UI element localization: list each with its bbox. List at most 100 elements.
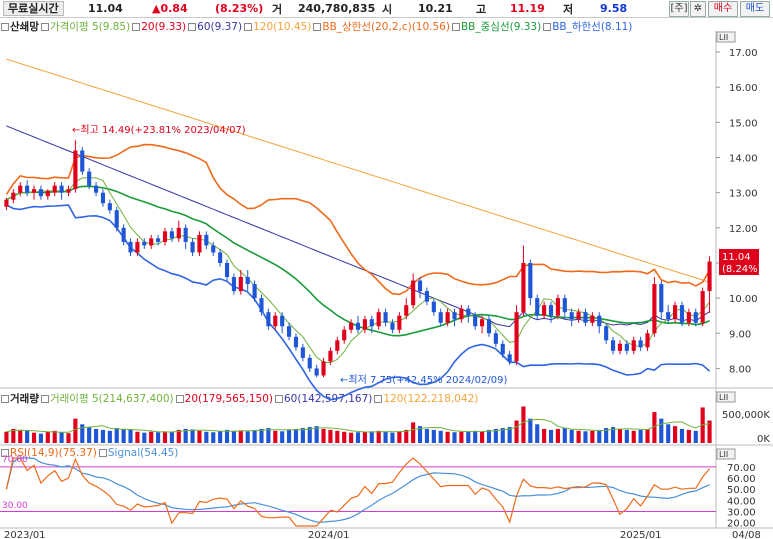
volume-bar [245, 431, 250, 443]
candle-body [528, 262, 533, 299]
volume-bar [645, 428, 650, 443]
candle-body [52, 185, 57, 193]
candle-body [342, 329, 347, 341]
candle-body [231, 277, 236, 292]
candle-body [673, 305, 678, 320]
legend-vol-ma120: 120(122,218,042) [383, 392, 479, 405]
sell-button[interactable]: 매도 [740, 1, 770, 17]
candle-body [583, 312, 588, 323]
volume-bar [266, 428, 271, 443]
candle-body [121, 227, 126, 242]
candle-body [493, 333, 498, 344]
price-tick: 13.00 [729, 189, 758, 200]
volume-bar [128, 429, 133, 443]
candle-body [679, 305, 685, 323]
candle-body [424, 291, 429, 302]
legend-checkbox[interactable] [1, 22, 9, 31]
rsi-checkbox[interactable] [1, 449, 9, 457]
candle-body [197, 234, 202, 253]
candle-body [624, 343, 629, 351]
candle-body [100, 192, 106, 204]
price-scale-button[interactable]: LII [716, 31, 736, 43]
volume-bar [121, 428, 126, 443]
vol-ma60-checkbox[interactable] [275, 394, 283, 403]
candle-body [417, 280, 423, 292]
volume-bar [335, 430, 340, 443]
volume-bars [4, 406, 712, 443]
price-tick: 14.00 [729, 154, 758, 165]
rsi-scale-button[interactable]: LII [716, 448, 736, 460]
candle-body [238, 277, 243, 292]
volume-bar [252, 429, 257, 443]
candle-body [293, 336, 299, 348]
candle-body [597, 315, 602, 327]
volume-bar [204, 431, 209, 443]
period-week-button[interactable]: [주] [669, 1, 689, 17]
candle-body [473, 315, 478, 327]
candle-body [128, 241, 133, 253]
bb-mid-checkbox[interactable] [451, 22, 460, 31]
volume-bar [45, 431, 50, 443]
ma20-checkbox[interactable] [132, 22, 141, 31]
settings-icon[interactable]: ✲ [690, 1, 706, 17]
volume-bar [659, 418, 664, 443]
candle-body [707, 261, 712, 292]
volume-bar [673, 426, 678, 443]
candle-body [397, 315, 402, 330]
vol-ma20-checkbox[interactable] [175, 394, 184, 403]
volume-bar [169, 431, 174, 443]
vol-ma120-checkbox[interactable] [374, 394, 383, 403]
candle-body [411, 280, 416, 306]
candle-body [11, 192, 16, 200]
volume-bar [197, 430, 202, 443]
candle-body [631, 340, 636, 351]
volume-bar [700, 407, 705, 443]
candle-body [245, 277, 250, 285]
legend-ma60: 60(9.37) [197, 20, 243, 33]
bb-upper-checkbox[interactable] [313, 22, 322, 31]
bb-lower-checkbox[interactable] [543, 22, 552, 31]
volume-bar [66, 433, 71, 443]
candle-body [376, 312, 381, 327]
volume-bar [211, 432, 216, 443]
x-tick: 2023/01 [4, 530, 46, 539]
signal-checkbox[interactable] [98, 449, 107, 457]
candle-body [576, 312, 581, 320]
high-label: 고 [476, 2, 487, 16]
candle-body [211, 245, 216, 253]
volume-bar [707, 420, 712, 443]
volume-checkbox[interactable] [1, 394, 9, 403]
candle-body [149, 238, 154, 246]
volume-scale-button[interactable]: LII [716, 391, 736, 403]
volume-bar [107, 430, 112, 443]
rsi-scale-label: LII [719, 450, 728, 459]
realtime-badge[interactable]: 무료실시간 [3, 1, 64, 16]
rsi-tick: 70.00 [727, 463, 756, 474]
volume-bar [259, 428, 264, 443]
candle-body [135, 241, 140, 253]
volume-bar [562, 428, 567, 443]
ma-checkbox[interactable] [40, 22, 49, 31]
rsi-tick: 60.00 [727, 474, 756, 485]
volume-bar [38, 433, 43, 443]
volume-bar [31, 432, 37, 443]
volume-bar [307, 427, 312, 443]
candle-body [507, 354, 512, 362]
candle-body [204, 234, 209, 246]
legend-ma5: 가격이평 5(9.85) [49, 21, 131, 33]
candle-body [280, 315, 285, 327]
candle-body [404, 305, 409, 316]
volume-bar [93, 428, 99, 443]
price-tick: 17.00 [729, 48, 758, 59]
volume-bar [176, 429, 181, 443]
volume-bar [114, 428, 119, 443]
volume-bar [238, 430, 243, 443]
volume-bar [224, 429, 230, 443]
buy-button[interactable]: 매수 [708, 1, 738, 17]
ma60-checkbox[interactable] [188, 22, 197, 31]
price-change: ▲0.84 [152, 2, 188, 15]
volume-ma-line [6, 418, 710, 433]
ma120-checkbox[interactable] [244, 22, 253, 31]
volume-bar [287, 429, 292, 443]
vol-ma-checkbox[interactable] [40, 394, 49, 403]
